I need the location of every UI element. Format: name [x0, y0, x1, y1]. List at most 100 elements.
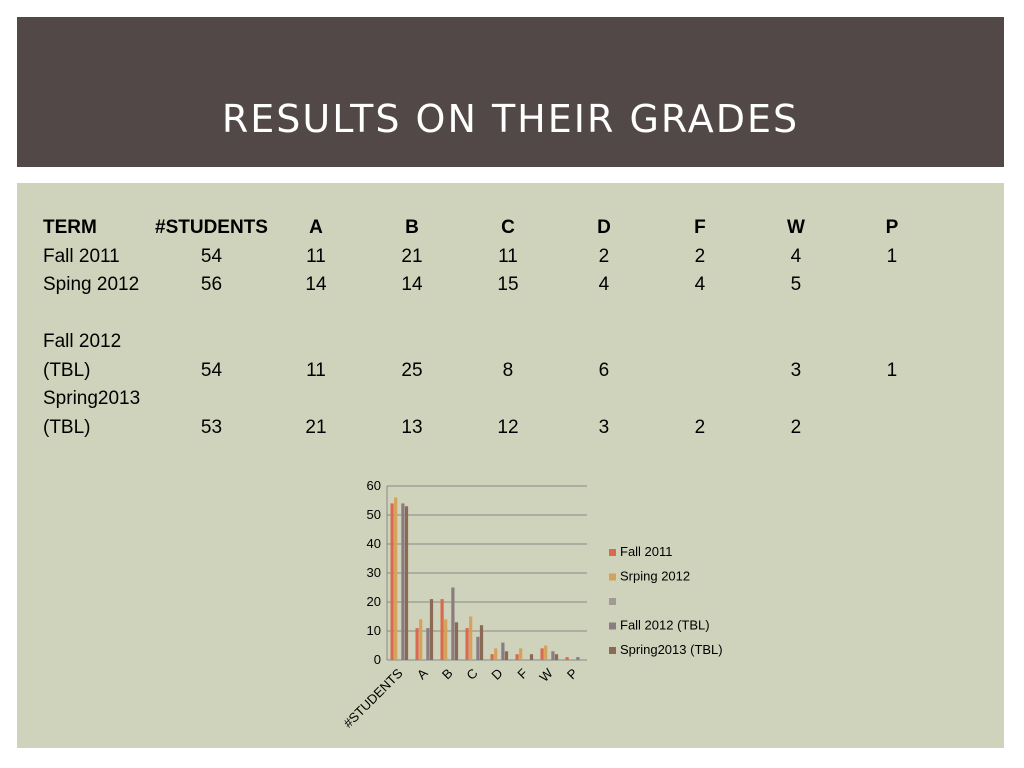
- table-cell: 2: [694, 416, 706, 438]
- term-line: (TBL): [43, 359, 91, 381]
- chart-legend: Fall 2011 Srping 2012 Fall 2012 (TBL) Sprin…: [609, 544, 723, 657]
- bar: [554, 654, 559, 660]
- bar: [426, 628, 430, 660]
- bar: [504, 651, 509, 660]
- table-cell: 1: [886, 359, 898, 381]
- x-tick-label: C: [463, 666, 480, 683]
- bar: [394, 497, 398, 660]
- x-tick-label: #STUDENTS: [340, 665, 405, 730]
- table-cell: 4: [790, 245, 802, 267]
- bar: [544, 645, 548, 660]
- table-row: Fall 2011 54 11 21 11 2 2 4 1: [43, 243, 940, 272]
- grades-chart: 0 10 20 30 40 50 60 #STUDENTS A B C D F W P Fall 2011…: [340, 478, 723, 731]
- bar: [465, 628, 469, 660]
- x-tick-label: W: [536, 665, 556, 685]
- table-cell: 11: [498, 245, 518, 267]
- table-cell: [652, 300, 748, 386]
- bar: [415, 628, 419, 660]
- header-p: P: [885, 217, 899, 238]
- table-cell: 4: [694, 274, 706, 295]
- bar: [479, 625, 484, 660]
- y-tick-label: 50: [367, 507, 381, 522]
- legend-swatch: [609, 573, 616, 581]
- legend-swatch: [609, 549, 616, 556]
- bar: [404, 506, 409, 660]
- chart-x-tick-labels: #STUDENTS A B C D F W P: [340, 665, 580, 731]
- table-cell: 53: [200, 416, 223, 438]
- x-tick-label: P: [564, 666, 581, 683]
- chart-y-tick-labels: 0 10 20 30 40 50 60: [367, 478, 381, 667]
- table-cell: 15: [497, 274, 519, 295]
- term-cell: Spring2013 (TBL): [43, 385, 155, 442]
- table-row: Sping 2012 56 14 14 15 4 4 5: [43, 271, 940, 300]
- x-tick-label: B: [439, 666, 456, 683]
- term-cell: Sping 2012: [43, 271, 155, 300]
- term-line: (TBL): [43, 416, 91, 438]
- table-cell: [844, 271, 940, 300]
- header-w: W: [787, 217, 805, 238]
- bar: [490, 654, 494, 660]
- x-tick-label: D: [488, 666, 505, 683]
- y-tick-label: 10: [367, 623, 381, 638]
- term-line: Fall 2011: [43, 245, 120, 267]
- term-cell: Fall 2012 (TBL): [43, 300, 155, 386]
- bar: [440, 599, 444, 660]
- y-tick-label: 20: [367, 594, 381, 609]
- y-tick-label: 30: [367, 565, 381, 580]
- table-cell: 2: [694, 245, 706, 267]
- table-cell: 11: [306, 245, 326, 267]
- table-cell: 25: [401, 359, 423, 381]
- table-row: Spring2013 (TBL) 53 21 13 12 3 2 2: [43, 385, 940, 442]
- table-body: Fall 2011 54 11 21 11 2 2 4 1 Sping 2012 56 14 14 15 4…: [43, 243, 940, 443]
- legend-label: Fall 2011: [620, 544, 673, 559]
- table-cell: 14: [401, 274, 423, 295]
- bar: [551, 651, 555, 660]
- table-cell: 56: [200, 274, 223, 295]
- slide-title: RESULTS ON THEIR GRADES: [221, 97, 800, 141]
- bar: [476, 636, 480, 660]
- term-line: Sping 2012: [43, 274, 140, 295]
- header-term: TERM: [43, 217, 97, 238]
- bar: [469, 616, 473, 660]
- table-cell: 14: [305, 274, 327, 295]
- table-cell: 5: [790, 274, 802, 295]
- table-cell: 11: [306, 359, 326, 381]
- table-row: Fall 2012 (TBL) 54 11 25 8 6 3 1: [43, 300, 940, 386]
- bar: [419, 619, 423, 660]
- y-tick-label: 40: [367, 536, 381, 551]
- legend-label: Srping 2012: [620, 569, 690, 584]
- header-d: D: [597, 217, 611, 238]
- table-cell: 6: [598, 359, 610, 381]
- table-header-row: TERM #STUDENTS A B C D F W P: [43, 214, 940, 243]
- legend-swatch: [609, 598, 616, 605]
- header-b: B: [405, 217, 419, 238]
- bar: [494, 648, 498, 660]
- table-cell: 3: [598, 416, 610, 438]
- header-c: C: [501, 217, 515, 238]
- header-f: F: [694, 217, 706, 238]
- term-line: [43, 300, 155, 329]
- legend-swatch: [609, 647, 616, 654]
- table-cell: 54: [200, 359, 223, 381]
- term-line: Fall 2012: [43, 331, 122, 352]
- bar: [444, 619, 448, 660]
- table-cell: 12: [497, 416, 519, 438]
- bar: [501, 642, 505, 660]
- table-cell: 1: [886, 245, 898, 267]
- bar: [401, 503, 405, 660]
- table-cell: 4: [598, 274, 610, 295]
- bar: [390, 503, 394, 660]
- bar: [454, 622, 459, 660]
- y-tick-label: 60: [367, 478, 381, 493]
- bar: [576, 657, 580, 660]
- table-cell: 8: [502, 359, 514, 381]
- table-cell: 2: [790, 416, 802, 438]
- bar: [529, 654, 534, 660]
- header-a: A: [309, 217, 323, 238]
- term-cell: Fall 2011: [43, 243, 155, 272]
- bar: [519, 648, 523, 660]
- header-students: #STUDENTS: [155, 217, 268, 238]
- legend-label: Spring2013 (TBL): [620, 642, 723, 657]
- table-cell: 54: [200, 245, 223, 267]
- chart-bars: [390, 497, 580, 660]
